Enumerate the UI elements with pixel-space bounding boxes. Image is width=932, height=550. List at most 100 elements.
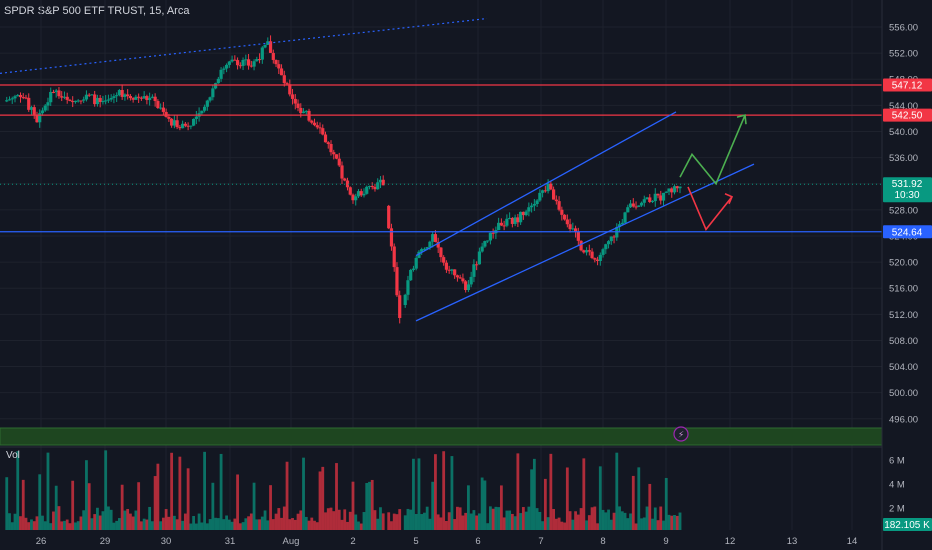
candle-body: [326, 142, 330, 144]
candle-body: [373, 186, 377, 190]
candle-body: [145, 96, 149, 101]
candle-body: [516, 217, 520, 223]
candle-body: [587, 250, 591, 252]
volume-bar: [189, 523, 193, 530]
volume-bar: [35, 516, 39, 530]
candle-body: [279, 68, 284, 76]
candle-body: [274, 59, 278, 65]
candle-body: [296, 103, 300, 108]
candle-body: [513, 217, 517, 224]
price-tick-label: 504.00: [889, 362, 918, 373]
volume-bar: [623, 512, 627, 530]
volume-bar: [38, 474, 42, 530]
volume-bar: [579, 508, 583, 530]
candle-body: [464, 281, 468, 291]
time-axis[interactable]: 26 29 30 31 Aug 2 5 6 7 8 9 12 13 14: [36, 536, 858, 547]
volume-bar: [423, 512, 426, 530]
lightning-icon[interactable]: ⚡: [673, 426, 689, 442]
volume-bar: [85, 460, 88, 530]
volume-bar: [417, 458, 421, 530]
candle-body: [584, 250, 589, 253]
candle-body: [24, 97, 28, 99]
volume-bar: [324, 512, 327, 530]
candle-body: [530, 205, 534, 208]
time-tick-label: Aug: [283, 536, 300, 547]
volume-bar: [461, 515, 465, 530]
candle-body: [645, 197, 649, 200]
volume-bar: [258, 519, 261, 530]
candle-body: [431, 234, 435, 242]
candle-body: [458, 277, 462, 279]
candle-body: [527, 207, 531, 212]
volume-bar: [32, 521, 36, 530]
candle-body: [395, 267, 399, 296]
volume-bar: [296, 513, 300, 530]
candle-body: [634, 206, 638, 208]
candle-body: [455, 275, 460, 278]
volume-bar: [445, 520, 448, 530]
candle-body: [428, 241, 432, 248]
last-price-label-text: 10:30: [894, 190, 919, 201]
volume-bar: [398, 509, 402, 530]
volume-bar: [139, 521, 143, 530]
arrow-head: [724, 193, 734, 205]
volume-bar: [326, 508, 330, 530]
candle-body: [601, 249, 605, 255]
volume-bar: [214, 517, 217, 530]
candle-body: [345, 180, 350, 188]
svg-text:⚡: ⚡: [678, 431, 684, 441]
volume-bar: [183, 513, 187, 530]
volume-label: Vol: [6, 450, 20, 461]
candle-body: [203, 106, 207, 111]
time-tick-label: 9: [663, 536, 668, 547]
candle-body: [175, 120, 179, 128]
price-tick-label: 500.00: [889, 388, 918, 399]
volume-bar: [337, 509, 341, 530]
candle-body: [227, 61, 231, 65]
volume-bar: [126, 508, 130, 530]
candle-body: [450, 269, 454, 271]
volume-bar: [233, 518, 237, 530]
volume-bar: [321, 466, 325, 530]
candle-body: [21, 97, 25, 99]
candle-body: [268, 41, 273, 53]
volume-bar: [585, 520, 588, 530]
candle-body: [637, 205, 641, 207]
volume-bar: [442, 451, 446, 530]
candle-body: [288, 84, 292, 95]
volume-bar: [156, 463, 160, 530]
candle-body: [186, 125, 190, 127]
volume-bar: [181, 520, 185, 530]
candle-body: [167, 116, 171, 119]
volume-bar: [609, 519, 613, 530]
symbol-title[interactable]: SPDR S&P 500 ETF TRUST, 15, Arca: [4, 5, 190, 17]
volume-bar: [249, 513, 253, 530]
volume-bar: [27, 522, 31, 530]
candle-body: [483, 241, 487, 247]
candle-body: [257, 59, 262, 61]
volume-bar: [354, 514, 358, 530]
volume-bar: [373, 510, 377, 530]
candle-body: [43, 105, 47, 111]
volume-bar: [648, 483, 652, 530]
volume-bar: [118, 518, 121, 530]
candle-body: [60, 96, 64, 98]
candle-body: [153, 96, 157, 102]
volume-bar: [521, 507, 525, 530]
candle-body: [486, 240, 490, 242]
candle-body: [573, 228, 578, 232]
candle-body: [117, 90, 122, 96]
level-label-text: 547.12: [892, 80, 923, 91]
volume-bar: [565, 467, 569, 530]
volume-bar: [607, 509, 610, 530]
volume-bar: [148, 506, 152, 530]
volume-bar: [412, 458, 415, 530]
volume-bar: [63, 520, 66, 530]
volume-axis: 6 M 4 M 2 M: [889, 456, 905, 515]
volume-bar: [307, 520, 311, 530]
candle-body: [93, 94, 97, 105]
volume-bar: [104, 450, 108, 530]
candle-body: [425, 247, 429, 249]
candle-body: [595, 259, 600, 262]
